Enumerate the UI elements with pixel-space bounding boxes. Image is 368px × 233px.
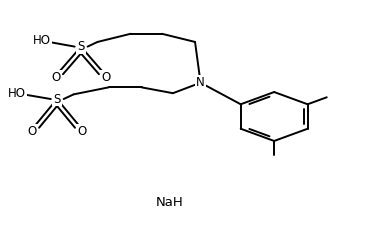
- Text: O: O: [28, 125, 37, 138]
- Text: HO: HO: [33, 34, 51, 47]
- Text: N: N: [196, 76, 205, 89]
- Text: O: O: [77, 125, 86, 138]
- Text: HO: HO: [8, 87, 25, 100]
- Text: NaH: NaH: [155, 196, 183, 209]
- Text: S: S: [53, 93, 61, 106]
- Text: S: S: [77, 40, 85, 53]
- Text: O: O: [52, 71, 61, 84]
- Text: O: O: [101, 71, 110, 84]
